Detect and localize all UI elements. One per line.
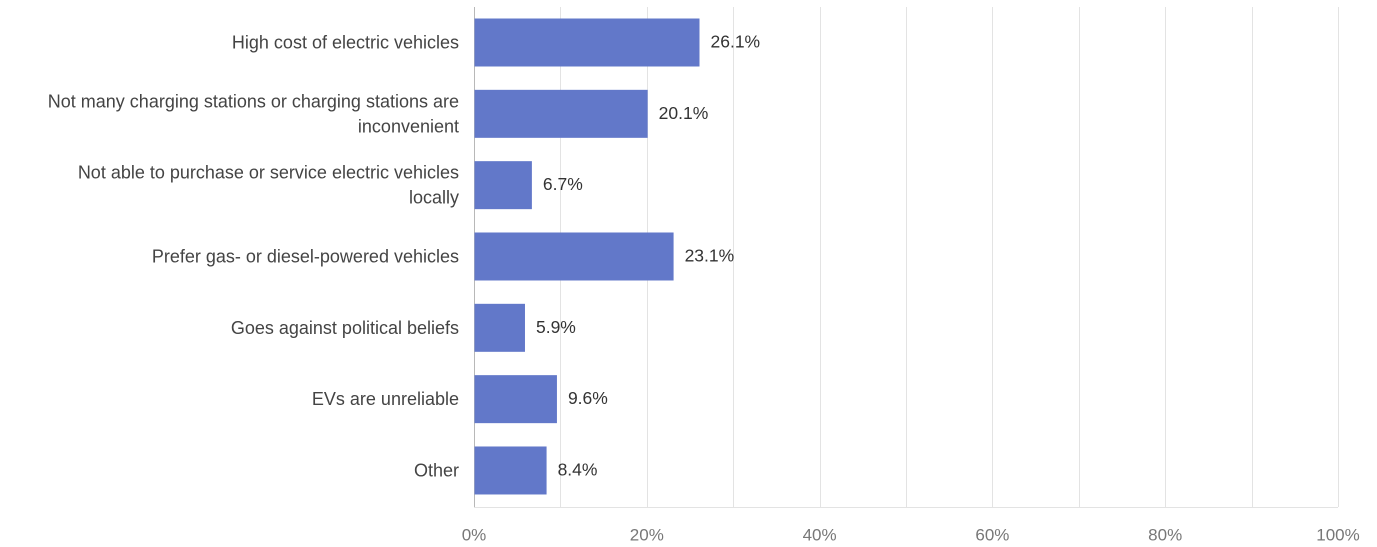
value-label: 9.6% (568, 388, 608, 408)
category-label: High cost of electric vehicles (232, 33, 459, 53)
value-label: 6.7% (543, 174, 583, 194)
category-label: Not many charging stations or charging s… (48, 91, 459, 111)
bar (474, 89, 648, 138)
x-tick-label: 40% (803, 526, 837, 545)
bar (474, 18, 700, 67)
bars (474, 18, 700, 495)
value-label: 26.1% (711, 32, 761, 52)
category-labels: High cost of electric vehicles Not many c… (48, 33, 459, 481)
category-label: inconvenient (358, 116, 459, 136)
bar (474, 375, 557, 424)
value-label: 20.1% (659, 103, 709, 123)
value-label: 23.1% (685, 245, 735, 265)
bar (474, 232, 674, 281)
value-label: 8.4% (558, 459, 598, 479)
x-tick-label: 80% (1148, 526, 1182, 545)
x-axis-ticks: 0% 20% 40% 60% 80% 100% (462, 526, 1360, 545)
x-tick-label: 0% (462, 526, 487, 545)
category-label: locally (409, 188, 459, 208)
category-label: Goes against political beliefs (231, 318, 459, 338)
x-tick-label: 20% (630, 526, 664, 545)
bar (474, 303, 525, 352)
category-label: Other (414, 460, 459, 480)
category-label: EVs are unreliable (312, 389, 459, 409)
category-label: Not able to purchase or service electric… (78, 163, 459, 183)
x-tick-label: 100% (1316, 526, 1359, 545)
bar (474, 446, 547, 495)
bar (474, 161, 532, 210)
value-labels: 26.1% 20.1% 6.7% 23.1% 5.9% 9.6% 8.4% (536, 32, 760, 480)
value-label: 5.9% (536, 317, 576, 337)
x-tick-label: 60% (975, 526, 1009, 545)
category-label: Prefer gas- or diesel-powered vehicles (152, 246, 459, 266)
